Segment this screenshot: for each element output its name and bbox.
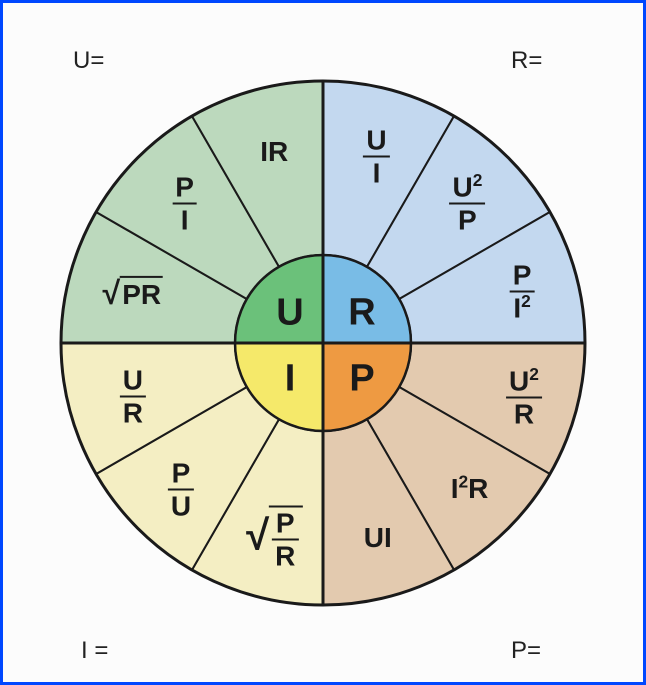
formula-i-2: UR xyxy=(120,366,146,427)
corner-label-i: I = xyxy=(81,637,108,665)
formula-p-1: I2R xyxy=(451,475,489,503)
center-label-r: R xyxy=(348,292,375,335)
formula-p-2: UI xyxy=(364,524,392,552)
center-label-i: I xyxy=(285,358,296,401)
corner-label-r: R= xyxy=(511,47,542,75)
formula-p-0: U2R xyxy=(506,368,542,429)
center-label-u: U xyxy=(276,292,303,335)
ohms-law-wheel xyxy=(53,73,593,613)
corner-label-u: U= xyxy=(73,47,104,75)
formula-u-2: IR xyxy=(260,138,288,166)
diagram-frame: U R P I √PR PI IR UI U2P PI2 U2R I2R UI √PR PU UR U… xyxy=(0,0,646,685)
formula-r-2: PI2 xyxy=(510,262,535,323)
formula-r-0: UI xyxy=(363,126,389,187)
center-label-p: P xyxy=(349,358,374,401)
formula-i-0: √PR xyxy=(246,506,302,571)
formula-i-1: PU xyxy=(168,459,194,520)
corner-label-p: P= xyxy=(511,637,541,665)
formula-u-0: √PR xyxy=(103,277,164,309)
formula-u-1: PI xyxy=(172,173,197,234)
formula-r-1: U2P xyxy=(449,173,485,234)
